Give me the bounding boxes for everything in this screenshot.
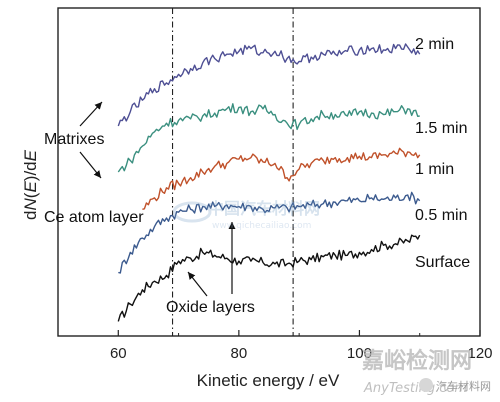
watermark-badge: 汽车材料网 — [436, 379, 491, 393]
x-tick-label: 80 — [231, 345, 248, 362]
x-tick-label: 100 — [347, 345, 372, 362]
watermark-center-text: 中国汽车材料网 — [208, 199, 320, 218]
vertical-reference-lines — [171, 8, 294, 336]
series-label-2min: 2 min — [415, 36, 454, 53]
annotation-arrow-oxide-1 — [187, 271, 208, 297]
wechat-icon — [419, 378, 433, 392]
x-axis-ticks: 60 80 100 120 — [57, 330, 493, 362]
watermark-line1: 嘉峪检测网 — [362, 348, 472, 374]
center-watermark: 中国汽车材料网 www.qichecailiao.com — [172, 199, 320, 231]
watermark-line2: AnyTesting.com — [363, 381, 467, 396]
x-tick-label: 60 — [110, 345, 127, 362]
corner-watermark: 嘉峪检测网 AnyTesting.com 汽车材料网 — [362, 348, 491, 396]
series-line-1-5-min — [117, 103, 420, 173]
series-line-1-min — [142, 147, 421, 210]
annotation-ce-atom-layer: Ce atom layer — [44, 209, 144, 226]
series-line-0-5-min — [118, 191, 421, 274]
series-label-0-5min: 0.5 min — [415, 207, 467, 224]
x-axis-title: Kinetic energy / eV — [197, 371, 340, 390]
series-label-1min: 1 min — [415, 161, 454, 178]
series-label-1-5min: 1.5 min — [415, 120, 467, 137]
series-line-surface — [117, 234, 421, 322]
series-line-2-min — [117, 43, 421, 127]
watermark-center-url: www.qichecailiao.com — [212, 221, 311, 231]
annotation-arrow-matrixes-2 — [79, 151, 102, 179]
annotation-oxide-layers: Oxide layers — [166, 299, 255, 316]
series-group — [117, 43, 421, 322]
series-label-surface: Surface — [415, 254, 470, 271]
y-axis-title: dN(E)/dE — [21, 149, 40, 220]
x-tick-label: 120 — [467, 345, 492, 362]
plot-frame — [57, 7, 481, 337]
annotation-arrow-matrixes-1 — [79, 101, 103, 127]
annotation-matrixes: Matrixes — [44, 131, 104, 148]
